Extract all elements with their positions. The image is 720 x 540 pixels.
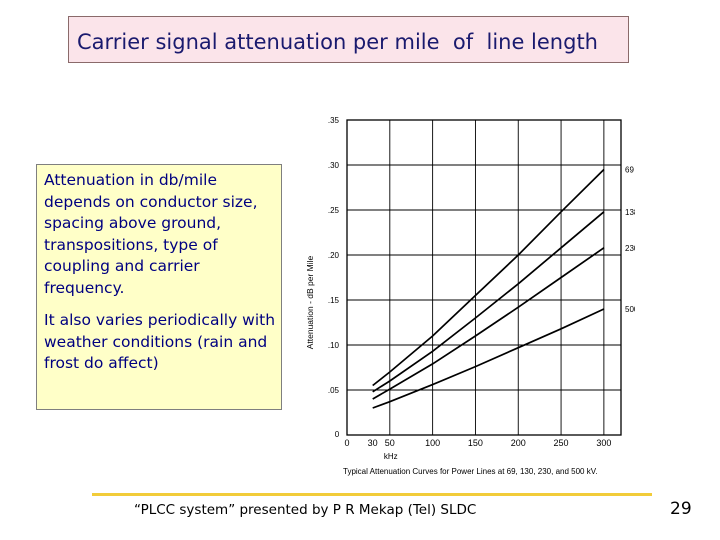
x-axis-label: kHz	[384, 452, 398, 461]
footer-text: “PLCC system” presented by P R Mekap (Te…	[134, 502, 477, 518]
series-line	[372, 247, 605, 400]
y-tick-label: .25	[328, 206, 340, 215]
x-tick-label: 300	[596, 438, 611, 448]
note-paragraph-attenuation: Attenuation in db/mile depends on conduc…	[44, 171, 258, 297]
chart-caption: Typical Attenuation Curves for Power Lin…	[343, 467, 598, 476]
y-tick-label: .10	[328, 341, 340, 350]
plot-frame	[346, 119, 622, 436]
series-label: 230 kV	[625, 244, 635, 253]
series-label: 138 kV	[625, 208, 635, 217]
x-tick-label: 250	[554, 438, 569, 448]
y-tick-label: .05	[328, 386, 340, 395]
x-tick-label: 30	[368, 438, 378, 448]
y-tick-label: 0	[335, 430, 340, 439]
page-number: 29	[670, 499, 692, 519]
y-tick-label: .20	[328, 251, 340, 260]
y-tick-label: .30	[328, 161, 340, 170]
x-tick-label: 150	[468, 438, 483, 448]
y-axis-label: Attenuation - dB per Mile	[305, 255, 315, 349]
x-tick-label: 0	[344, 438, 349, 448]
series-line	[372, 211, 605, 393]
note-paragraph-weather: It also varies periodically with weather…	[44, 311, 276, 372]
x-tick-label: 50	[385, 438, 395, 448]
chart-svg: 0 30 50 100 150 200 250 300 .05 .10 .15 .20 .25 .30 .3…	[305, 116, 651, 476]
notes-box: Attenuation in db/mile depends on conduc…	[36, 164, 282, 410]
slide-title: Carrier signal attenuation per mile of l…	[77, 30, 598, 54]
series-label: 500 kV	[625, 305, 635, 314]
series-line	[372, 308, 605, 409]
y-tick-label: .35	[328, 116, 340, 125]
x-tick-label: 100	[425, 438, 440, 448]
footer-rule	[92, 493, 652, 496]
series-label: 69 kV	[625, 166, 635, 175]
attenuation-chart: 0 30 50 100 150 200 250 300 .05 .10 .15 .20 .25 .30 .3…	[300, 105, 651, 480]
title-box: Carrier signal attenuation per mile of l…	[68, 16, 629, 63]
x-tick-label: 200	[511, 438, 526, 448]
series-line	[372, 168, 605, 387]
y-tick-label: .15	[328, 296, 340, 305]
